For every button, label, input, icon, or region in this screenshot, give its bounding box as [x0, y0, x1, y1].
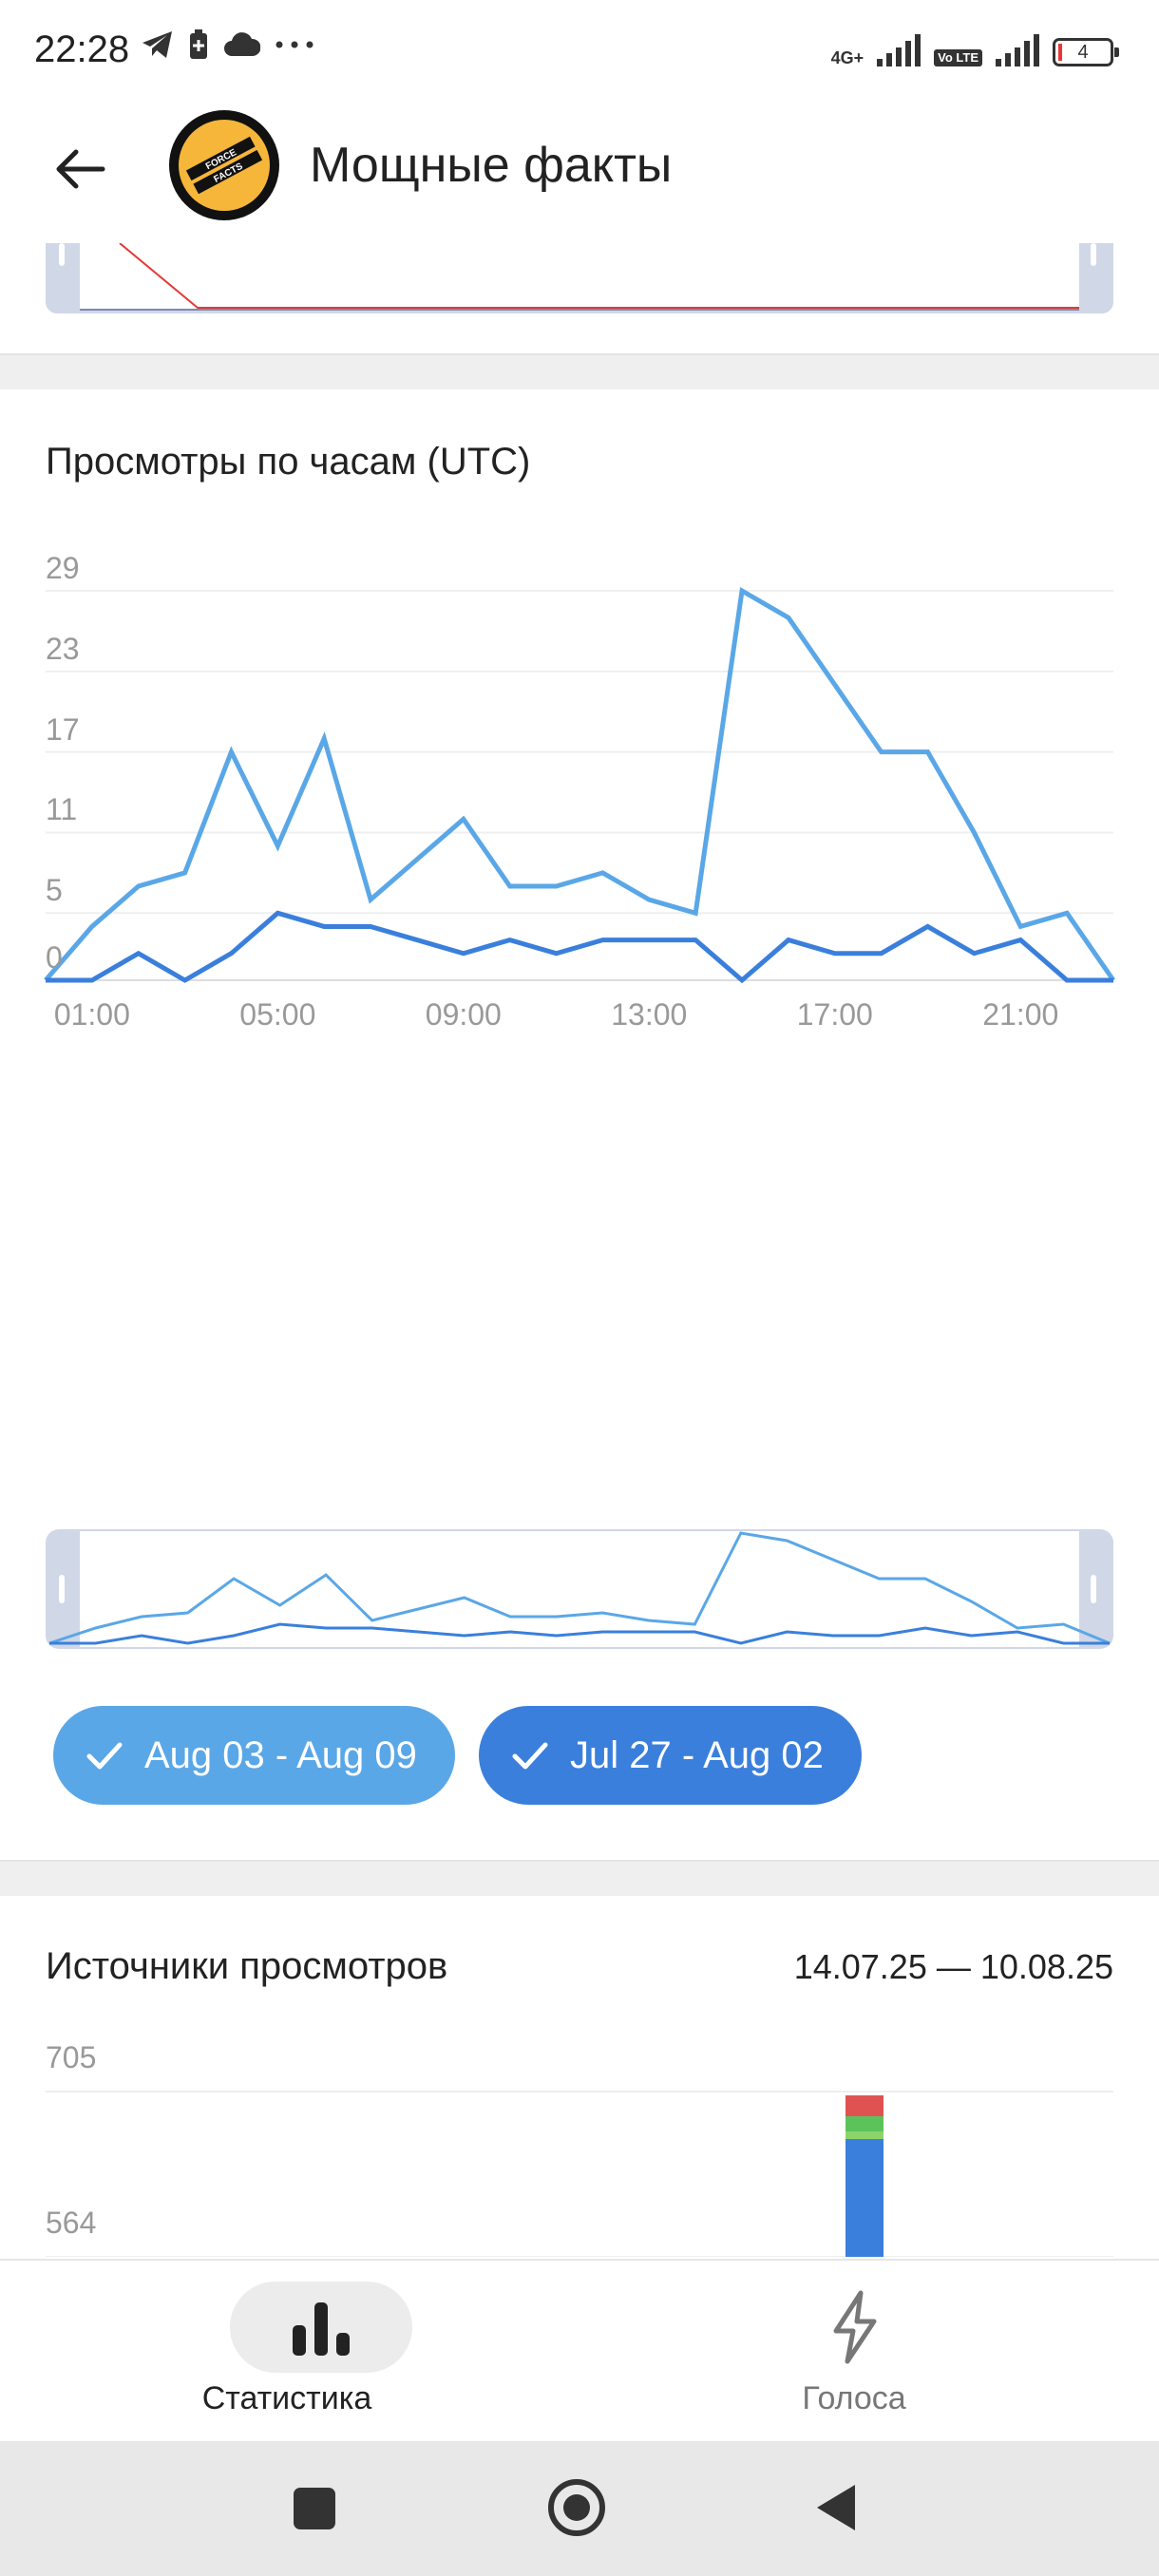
back-button[interactable] — [42, 131, 118, 207]
bar-segment-lightgreen — [846, 2131, 884, 2139]
navigator-left-handle[interactable] — [59, 1575, 65, 1603]
legend-chip-label: Aug 03 - Aug 09 — [144, 1733, 417, 1776]
y-tick-label: 23 — [46, 631, 80, 666]
bottom-navigation: Статистика Голоса — [0, 2259, 1159, 2443]
app-header: FORCE FACTS Мощные факты — [0, 95, 1159, 243]
y-tick-label: 0 — [46, 940, 63, 975]
navigator-window[interactable] — [80, 1531, 1079, 1647]
series-line-1 — [46, 910, 1113, 984]
navigator-series-0 — [48, 1531, 1111, 1645]
legend-chip-jul27[interactable]: Jul 27 - Aug 02 — [479, 1706, 862, 1805]
x-tick-label: 13:00 — [611, 997, 688, 1032]
navigator-right-handle[interactable] — [1091, 1575, 1096, 1603]
battery-icon: 4 — [1053, 38, 1119, 66]
nav-icon-wrap — [809, 2282, 901, 2373]
y-tick-label: 705 — [46, 2040, 97, 2074]
bar-segment-red — [846, 2095, 884, 2116]
series-line-0 — [44, 586, 1116, 982]
cloud-icon — [224, 32, 260, 56]
battery-saver-icon — [190, 29, 207, 59]
y-tick-label: 17 — [46, 711, 80, 747]
channel-title: Мощные факты — [310, 138, 673, 193]
nav-label-votes: Голоса — [802, 2380, 906, 2416]
channel-logo: FORCE FACTS — [179, 120, 270, 211]
nav-label-statistics: Статистика — [201, 2380, 372, 2416]
network-type-label: 4G+ — [830, 48, 864, 67]
more-dots-icon — [276, 41, 314, 48]
nav-active-indicator — [230, 2282, 412, 2373]
hourly-views-card: Просмотры по часам (UTC) Aug 03 - Aug 09… — [0, 389, 1159, 1860]
x-tick-label: 17:00 — [796, 997, 873, 1032]
bar-segment-green — [846, 2116, 884, 2131]
back-system-button[interactable] — [813, 2481, 859, 2534]
hourly-views-chart — [44, 586, 1116, 984]
lightning-icon — [833, 2290, 877, 2364]
x-tick-label: 09:00 — [425, 997, 502, 1032]
legend-chip-aug03[interactable]: Aug 03 - Aug 09 — [53, 1706, 455, 1805]
status-time: 22:28 — [34, 28, 130, 70]
check-icon — [86, 1742, 123, 1770]
status-notification-icons — [141, 28, 315, 61]
previous-chart-navigator[interactable] — [0, 243, 1159, 353]
recents-button[interactable] — [291, 2485, 338, 2532]
view-sources-title: Источники просмотров — [46, 1945, 448, 1987]
bar-chart-icon — [293, 2302, 350, 2356]
x-tick-label: 01:00 — [53, 997, 130, 1032]
card-separator — [0, 353, 1159, 389]
telegram-icon — [142, 31, 172, 58]
check-icon — [512, 1742, 548, 1770]
channel-avatar[interactable]: FORCE FACTS — [169, 110, 279, 220]
y-tick-label: 11 — [46, 792, 78, 827]
view-sources-date-range[interactable]: 14.07.25 — 10.08.25 — [793, 1947, 1113, 1986]
navigator-series-1 — [49, 1622, 1110, 1645]
hourly-views-title: Просмотры по часам (UTC) — [46, 441, 531, 483]
arrow-left-icon — [56, 149, 105, 189]
status-system-icons: 4G+ Vo LTE 4 — [830, 32, 1119, 67]
bar-segment-blue — [846, 2139, 884, 2257]
y-tick-label: 564 — [46, 2206, 97, 2240]
chart-range-navigator[interactable] — [0, 1516, 1159, 1658]
home-button[interactable] — [546, 2477, 607, 2538]
signal-icon — [877, 32, 922, 66]
volte-icon: Vo LTE — [934, 49, 982, 66]
status-bar: 22:28 4G+ Vo LTE 4 — [0, 0, 1159, 95]
y-tick-label: 5 — [46, 873, 63, 908]
signal-icon-2 — [996, 32, 1039, 66]
card-separator — [0, 1860, 1159, 1896]
nav-item-votes[interactable]: Голоса — [564, 2261, 1144, 2443]
legend-chip-label: Jul 27 - Aug 02 — [570, 1733, 824, 1776]
y-tick-label: 29 — [46, 551, 80, 585]
view-sources-card: Источники просмотров 14.07.25 — 10.08.25… — [0, 1896, 1159, 2259]
x-tick-label: 21:00 — [982, 997, 1059, 1032]
x-tick-label: 05:00 — [239, 997, 316, 1032]
system-navigation-bar — [0, 2441, 1159, 2576]
view-sources-chart — [46, 2091, 1113, 2257]
previous-chart-card — [0, 243, 1159, 353]
nav-item-statistics[interactable]: Статистика — [15, 2261, 595, 2443]
